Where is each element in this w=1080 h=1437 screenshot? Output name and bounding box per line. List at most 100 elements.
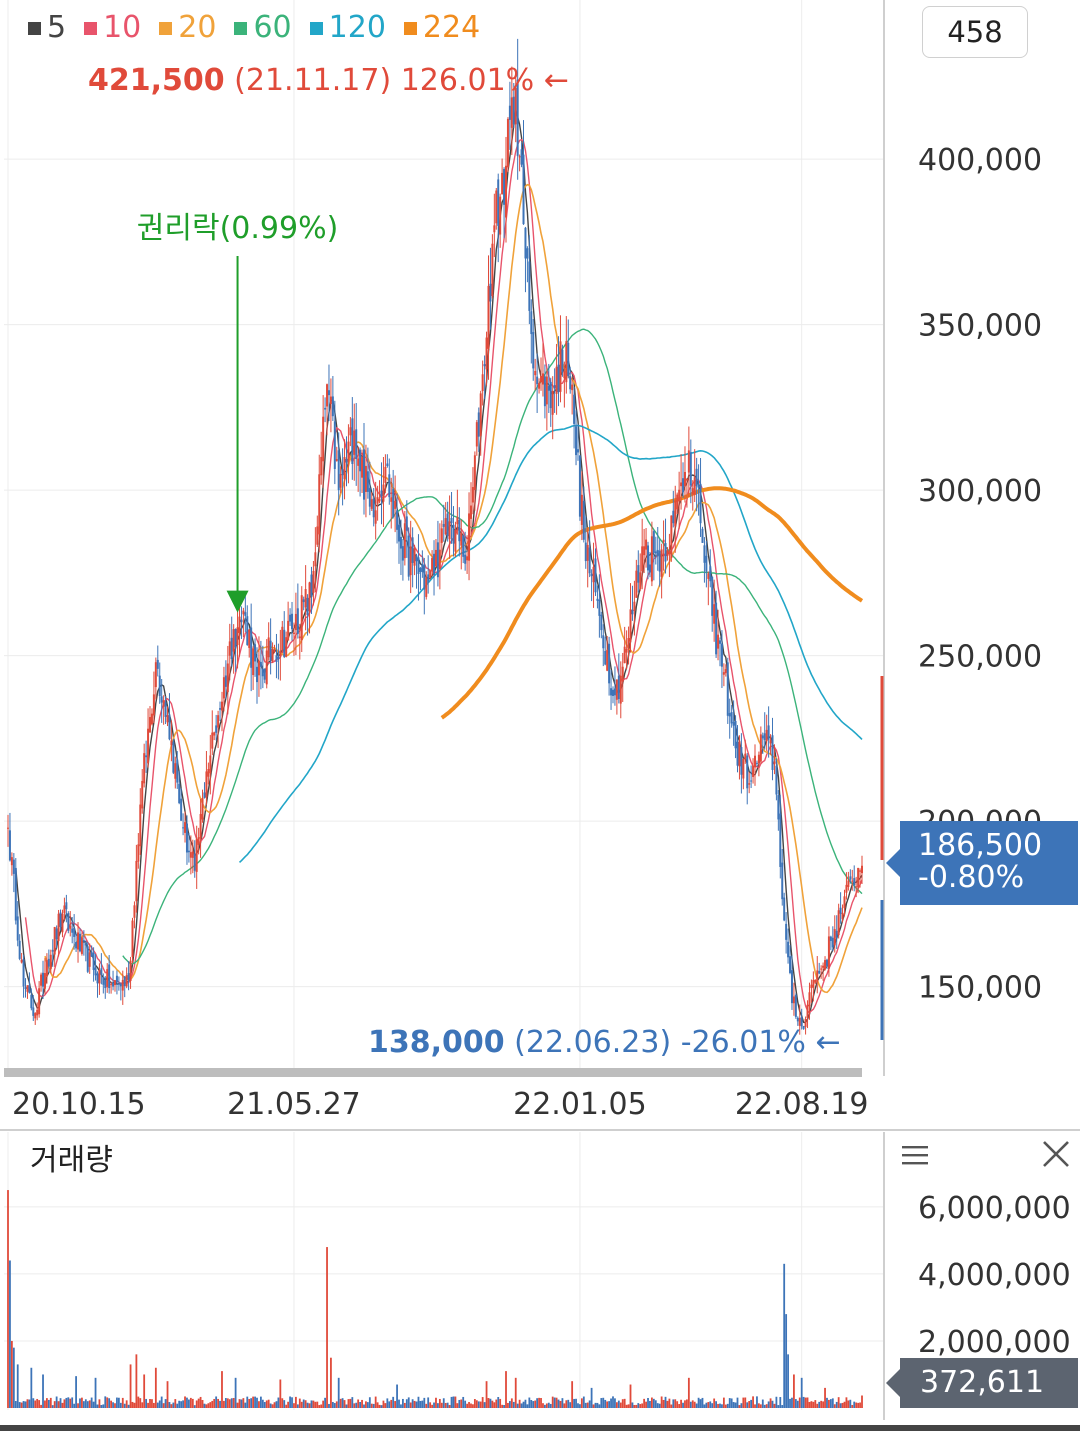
- candle-body: [84, 943, 87, 946]
- close-icon[interactable]: [1040, 1138, 1072, 1170]
- candle-body: [115, 975, 118, 983]
- volume-bar: [614, 1398, 616, 1408]
- volume-bar: [549, 1403, 552, 1408]
- candle-body: [565, 341, 568, 383]
- volume-bar: [651, 1397, 653, 1408]
- candle-body: [518, 156, 521, 158]
- period-count-badge[interactable]: 458: [922, 6, 1028, 58]
- candle-body: [242, 610, 245, 615]
- candle-body: [580, 494, 583, 525]
- candle-body: [623, 646, 626, 664]
- candle-body: [349, 427, 352, 436]
- volume-bar: [328, 1403, 330, 1408]
- volume-bar: [252, 1396, 255, 1408]
- volume-bar: [802, 1396, 805, 1408]
- candle-body: [125, 975, 128, 987]
- candle-body: [269, 640, 272, 661]
- volume-bar: [217, 1398, 219, 1408]
- candle-body: [810, 984, 813, 989]
- rights-label: 권리락(0.99%): [137, 211, 339, 246]
- candle-body: [598, 599, 601, 616]
- volume-bar: [468, 1402, 470, 1408]
- volume-bar: [34, 1400, 37, 1408]
- volume-bar: [304, 1400, 307, 1408]
- volume-bar: [42, 1374, 44, 1408]
- volume-bar: [796, 1400, 799, 1408]
- candle-body: [413, 548, 416, 566]
- volume-bar: [417, 1396, 420, 1408]
- candle-body: [672, 510, 675, 524]
- volume-bar: [322, 1400, 325, 1408]
- volume-bar: [596, 1402, 599, 1408]
- volume-bar: [586, 1402, 589, 1408]
- legend-item-10[interactable]: 10: [84, 8, 141, 48]
- candle-body: [769, 740, 772, 744]
- candle-body: [322, 416, 325, 462]
- volume-bar: [676, 1401, 679, 1408]
- candle-body: [438, 549, 441, 570]
- candle-body: [534, 370, 537, 376]
- volume-bar: [736, 1397, 739, 1408]
- candle-body: [88, 952, 91, 967]
- volume-bar: [510, 1398, 513, 1408]
- volume-bar: [839, 1403, 842, 1408]
- candle-body: [464, 554, 467, 564]
- candle-body: [193, 853, 196, 871]
- legend-swatch: [234, 21, 248, 35]
- volume-bar: [833, 1404, 836, 1408]
- volume-bar: [485, 1381, 488, 1408]
- volume-bar: [370, 1403, 373, 1408]
- volume-bar: [18, 1402, 21, 1408]
- candle-body: [421, 564, 424, 573]
- volume-bar: [508, 1401, 511, 1408]
- volume-bar: [600, 1398, 603, 1408]
- scrollbar-track: [4, 1068, 862, 1077]
- candle-body: [806, 1004, 809, 1018]
- candle-body: [767, 725, 770, 740]
- volume-bar: [423, 1397, 426, 1408]
- volume-bar: [221, 1371, 223, 1408]
- legend-item-60[interactable]: 60: [234, 8, 292, 48]
- candle-body: [8, 830, 11, 861]
- candle-body: [732, 722, 735, 726]
- candle-body: [302, 599, 305, 603]
- candle-body: [98, 970, 101, 984]
- volume-bar: [172, 1402, 175, 1408]
- legend-item-120[interactable]: 120: [309, 8, 386, 48]
- volume-bar: [709, 1401, 712, 1408]
- menu-icon[interactable]: [900, 1140, 930, 1170]
- candle-body: [501, 172, 504, 195]
- volume-bar: [162, 1403, 165, 1408]
- volume-bar: [569, 1402, 572, 1408]
- candle-body: [318, 474, 321, 535]
- candle-body: [291, 613, 294, 630]
- volume-bar: [250, 1398, 253, 1408]
- legend-item-224[interactable]: 224: [403, 8, 480, 48]
- candle-body: [495, 190, 498, 224]
- candle-body: [654, 551, 657, 554]
- volume-bar: [501, 1404, 504, 1408]
- high-price-value: 421,500: [88, 63, 225, 98]
- candle-body: [796, 1017, 799, 1022]
- candle-body: [226, 663, 229, 693]
- volume-bar: [49, 1397, 52, 1408]
- volume-bar: [466, 1403, 468, 1408]
- volume-bar: [518, 1399, 521, 1408]
- volume-bar: [36, 1398, 39, 1408]
- volume-bar: [425, 1403, 428, 1408]
- candle-body: [224, 675, 227, 687]
- candle-body: [75, 941, 78, 949]
- volume-bar: [592, 1404, 595, 1408]
- volume-bar: [108, 1398, 111, 1408]
- volume-bar: [125, 1400, 128, 1408]
- candle-body: [717, 634, 720, 649]
- volume-bar: [536, 1398, 539, 1408]
- legend-item-5[interactable]: 5: [28, 8, 66, 48]
- volume-bar: [769, 1398, 772, 1408]
- candle-body: [715, 602, 718, 655]
- legend-item-20[interactable]: 20: [159, 8, 216, 48]
- legend-label: 5: [47, 10, 67, 45]
- volume-bar: [26, 1399, 29, 1408]
- volume-bar: [306, 1402, 309, 1408]
